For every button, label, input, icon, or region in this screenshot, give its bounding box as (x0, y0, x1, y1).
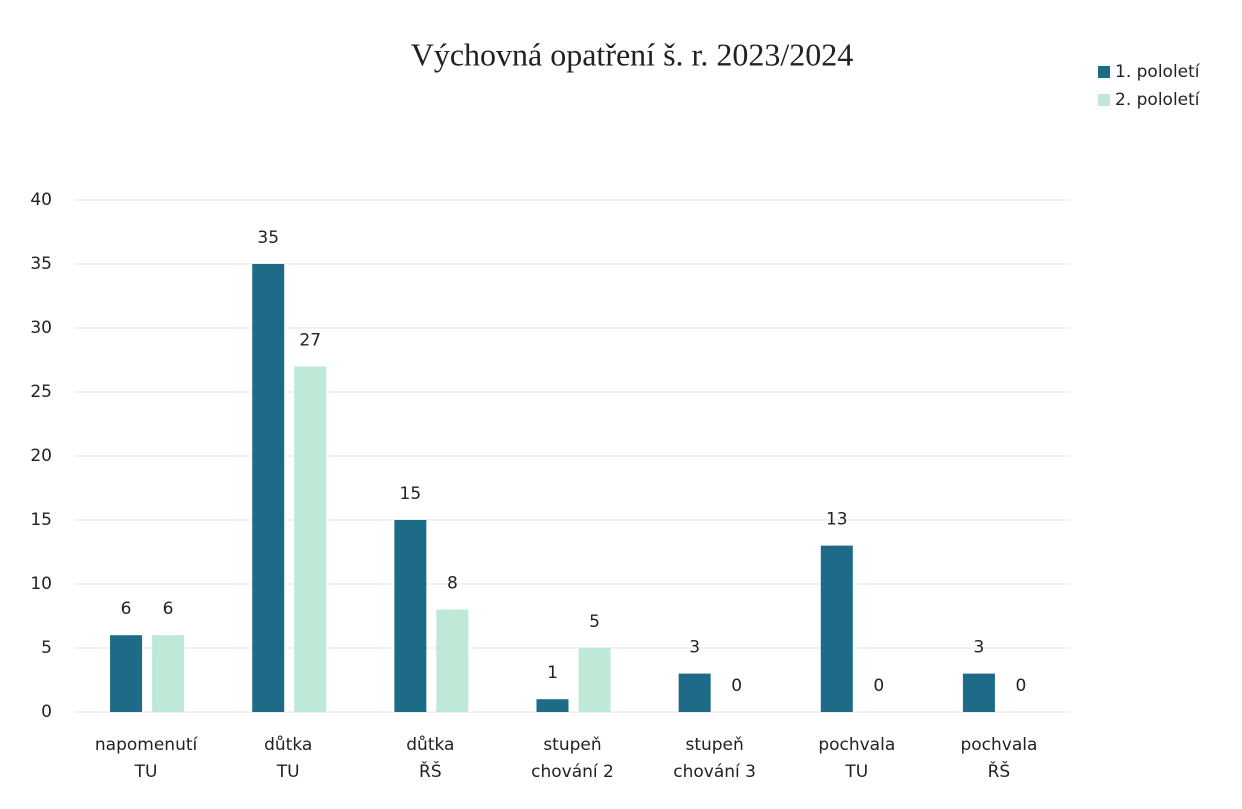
data-label: 27 (299, 330, 321, 350)
legend-label: 1. pololetí (1115, 62, 1201, 82)
bar (110, 635, 143, 712)
data-label: 35 (257, 228, 279, 248)
legend-swatch (1098, 66, 1110, 78)
x-tick-label: pochvala (818, 735, 895, 755)
bar (394, 520, 427, 712)
x-tick-label: stupeň (685, 735, 743, 755)
y-tick-label: 30 (30, 318, 52, 338)
chart-title: Výchovná opatření š. r. 2023/2024 (411, 36, 854, 72)
bar (578, 648, 611, 712)
data-label: 5 (589, 612, 600, 632)
data-label: 0 (731, 676, 742, 696)
data-label: 0 (1016, 676, 1027, 696)
data-label: 6 (163, 599, 174, 619)
legend-label: 2. pololetí (1115, 90, 1201, 110)
bar (294, 366, 327, 712)
x-tick-label: důtka (264, 735, 312, 755)
x-tick-label: chování 2 (531, 762, 614, 782)
data-label: 13 (826, 510, 848, 530)
bar (962, 673, 995, 712)
x-tick-label: ŘŠ (988, 760, 1011, 782)
y-tick-label: 5 (41, 638, 52, 658)
data-label: 3 (689, 638, 700, 658)
x-tick-label: důtka (406, 735, 454, 755)
y-tick-label: 35 (30, 254, 52, 274)
y-tick-label: 0 (41, 702, 52, 722)
bar (152, 635, 185, 712)
bar (436, 609, 469, 712)
data-label: 0 (873, 676, 884, 696)
y-tick-label: 25 (30, 382, 52, 402)
x-tick-label: TU (844, 762, 868, 782)
x-tick-label: stupeň (543, 735, 601, 755)
x-tick-label: chování 3 (673, 762, 756, 782)
y-tick-label: 15 (30, 510, 52, 530)
x-tick-label: TU (276, 762, 300, 782)
x-tick-label: pochvala (960, 735, 1037, 755)
bar (678, 673, 711, 712)
y-tick-label: 40 (30, 190, 52, 210)
y-tick-label: 20 (30, 446, 52, 466)
bar (252, 264, 285, 712)
data-label: 3 (974, 638, 985, 658)
data-label: 6 (121, 599, 132, 619)
x-tick-label: napomenutí (95, 735, 199, 755)
y-tick-label: 10 (30, 574, 52, 594)
legend-swatch (1098, 94, 1110, 106)
bar (536, 699, 569, 712)
x-tick-label: TU (134, 762, 158, 782)
data-label: 15 (400, 484, 422, 504)
bar (820, 545, 853, 712)
data-label: 1 (547, 663, 558, 683)
x-tick-label: ŘŠ (419, 760, 442, 782)
data-label: 8 (447, 574, 458, 594)
